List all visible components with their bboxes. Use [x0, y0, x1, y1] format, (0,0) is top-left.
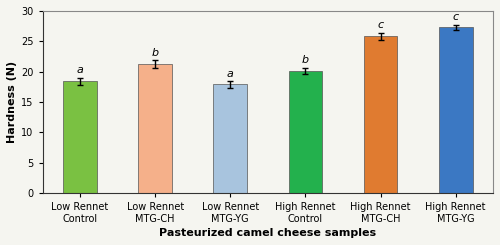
X-axis label: Pasteurized camel cheese samples: Pasteurized camel cheese samples: [160, 228, 376, 238]
Bar: [63, 81, 97, 193]
Bar: [138, 64, 172, 193]
Text: b: b: [302, 55, 309, 65]
Bar: [288, 71, 322, 193]
Bar: [364, 37, 398, 193]
Text: a: a: [227, 69, 234, 79]
Text: b: b: [152, 48, 158, 58]
Text: c: c: [452, 12, 458, 22]
Text: a: a: [76, 65, 84, 75]
Y-axis label: Hardness (N): Hardness (N): [7, 61, 17, 143]
Bar: [214, 85, 247, 193]
Text: c: c: [378, 20, 384, 30]
Bar: [439, 27, 472, 193]
